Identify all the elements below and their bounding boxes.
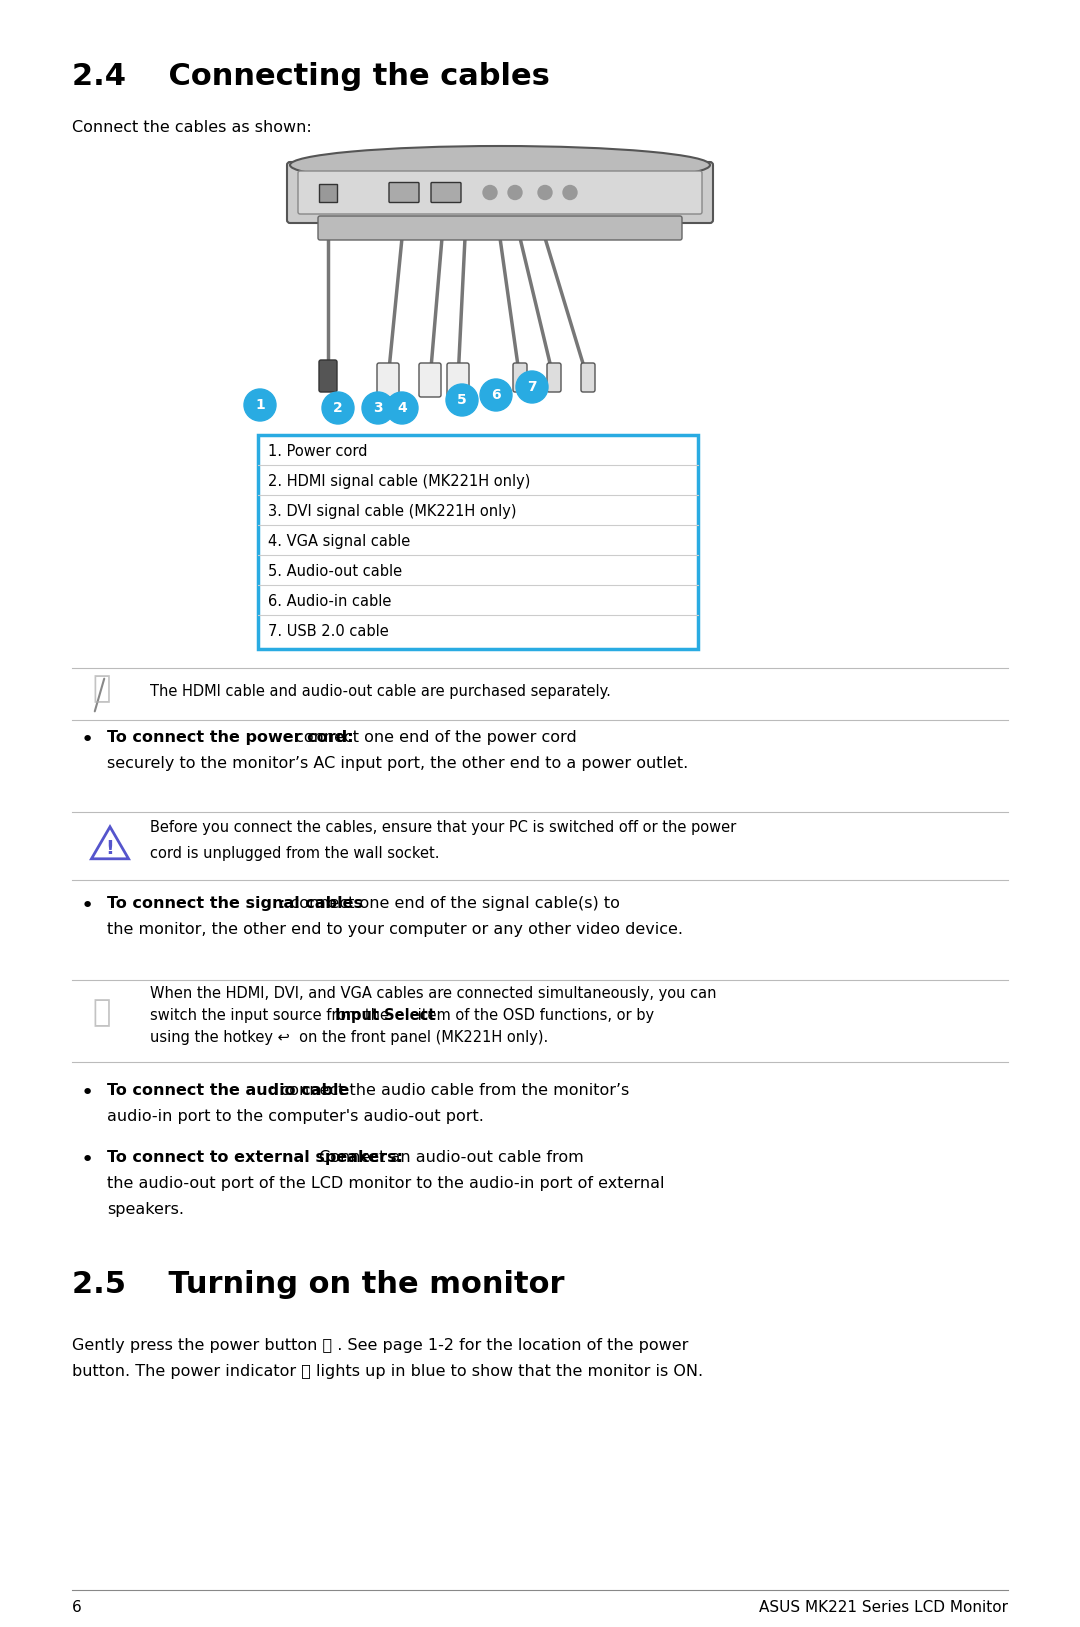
Text: 🖊: 🖊 bbox=[93, 675, 111, 703]
FancyBboxPatch shape bbox=[389, 182, 419, 202]
Text: button. The power indicator ⏻ lights up in blue to show that the monitor is ON.: button. The power indicator ⏻ lights up … bbox=[72, 1363, 703, 1380]
Circle shape bbox=[538, 185, 552, 200]
Circle shape bbox=[244, 389, 276, 421]
Text: To connect to external speakers:: To connect to external speakers: bbox=[107, 1150, 403, 1165]
Text: 1. Power cord: 1. Power cord bbox=[268, 444, 367, 459]
Text: •: • bbox=[80, 731, 94, 750]
Text: : connect one end of the signal cable(s) to: : connect one end of the signal cable(s)… bbox=[280, 896, 620, 911]
Circle shape bbox=[386, 392, 418, 425]
Text: To connect the audio cable: To connect the audio cable bbox=[107, 1084, 349, 1098]
Text: Gently press the power button ⏻ . See page 1-2 for the location of the power: Gently press the power button ⏻ . See pa… bbox=[72, 1337, 688, 1354]
Text: To connect the power cord:: To connect the power cord: bbox=[107, 731, 353, 745]
Text: Before you connect the cables, ensure that your PC is switched off or the power: Before you connect the cables, ensure th… bbox=[150, 820, 737, 835]
Text: the audio-out port of the LCD monitor to the audio-in port of external: the audio-out port of the LCD monitor to… bbox=[107, 1176, 664, 1191]
Text: •: • bbox=[80, 1150, 94, 1170]
FancyBboxPatch shape bbox=[581, 363, 595, 392]
Text: 5. Audio-out cable: 5. Audio-out cable bbox=[268, 565, 402, 579]
Circle shape bbox=[508, 185, 522, 200]
Circle shape bbox=[322, 392, 354, 425]
Text: 2.4    Connecting the cables: 2.4 Connecting the cables bbox=[72, 62, 550, 91]
FancyBboxPatch shape bbox=[447, 363, 469, 397]
Text: 3. DVI signal cable (MK221H only): 3. DVI signal cable (MK221H only) bbox=[268, 504, 516, 519]
Text: 2: 2 bbox=[333, 400, 342, 415]
Text: switch the input source from the: switch the input source from the bbox=[150, 1009, 393, 1023]
FancyBboxPatch shape bbox=[377, 363, 399, 397]
Text: 3: 3 bbox=[374, 400, 382, 415]
Text: 4. VGA signal cable: 4. VGA signal cable bbox=[268, 534, 410, 548]
Text: 6: 6 bbox=[72, 1599, 82, 1616]
Text: item of the OSD functions, or by: item of the OSD functions, or by bbox=[413, 1009, 653, 1023]
Text: 6. Audio-in cable: 6. Audio-in cable bbox=[268, 594, 391, 608]
FancyBboxPatch shape bbox=[419, 363, 441, 397]
Text: 2. HDMI signal cable (MK221H only): 2. HDMI signal cable (MK221H only) bbox=[268, 473, 530, 490]
FancyBboxPatch shape bbox=[287, 163, 713, 223]
Circle shape bbox=[480, 379, 512, 412]
Text: Connect an audio-out cable from: Connect an audio-out cable from bbox=[314, 1150, 584, 1165]
Text: 🖊: 🖊 bbox=[93, 999, 111, 1028]
FancyBboxPatch shape bbox=[318, 216, 681, 241]
FancyBboxPatch shape bbox=[298, 171, 702, 215]
Ellipse shape bbox=[291, 146, 710, 184]
Text: 4: 4 bbox=[397, 400, 407, 415]
Text: 7: 7 bbox=[527, 381, 537, 394]
FancyBboxPatch shape bbox=[546, 363, 561, 392]
Text: using the hotkey ↩  on the front panel (MK221H only).: using the hotkey ↩ on the front panel (M… bbox=[150, 1030, 549, 1045]
Text: Input Select: Input Select bbox=[335, 1009, 435, 1023]
Text: 2.5    Turning on the monitor: 2.5 Turning on the monitor bbox=[72, 1271, 565, 1298]
Text: 7. USB 2.0 cable: 7. USB 2.0 cable bbox=[268, 625, 389, 639]
Text: 1: 1 bbox=[255, 399, 265, 412]
FancyBboxPatch shape bbox=[431, 182, 461, 202]
Text: !: ! bbox=[106, 838, 114, 857]
FancyBboxPatch shape bbox=[258, 434, 698, 649]
Text: securely to the monitor’s AC input port, the other end to a power outlet.: securely to the monitor’s AC input port,… bbox=[107, 757, 688, 771]
Circle shape bbox=[362, 392, 394, 425]
Circle shape bbox=[483, 185, 497, 200]
Text: The HDMI cable and audio-out cable are purchased separately.: The HDMI cable and audio-out cable are p… bbox=[150, 683, 611, 698]
FancyBboxPatch shape bbox=[319, 360, 337, 392]
Text: : connect the audio cable from the monitor’s: : connect the audio cable from the monit… bbox=[270, 1084, 630, 1098]
Text: Connect the cables as shown:: Connect the cables as shown: bbox=[72, 120, 312, 135]
Circle shape bbox=[563, 185, 577, 200]
Circle shape bbox=[446, 384, 478, 417]
FancyBboxPatch shape bbox=[319, 184, 337, 202]
Text: cord is unplugged from the wall socket.: cord is unplugged from the wall socket. bbox=[150, 846, 440, 861]
Text: the monitor, the other end to your computer or any other video device.: the monitor, the other end to your compu… bbox=[107, 923, 683, 937]
Text: •: • bbox=[80, 896, 94, 916]
Text: speakers.: speakers. bbox=[107, 1202, 184, 1217]
Text: 5: 5 bbox=[457, 394, 467, 407]
FancyBboxPatch shape bbox=[513, 363, 527, 392]
Text: When the HDMI, DVI, and VGA cables are connected simultaneously, you can: When the HDMI, DVI, and VGA cables are c… bbox=[150, 986, 716, 1001]
Text: •: • bbox=[80, 1084, 94, 1103]
Text: 6: 6 bbox=[491, 387, 501, 402]
Circle shape bbox=[516, 371, 548, 403]
Text: audio-in port to the computer's audio-out port.: audio-in port to the computer's audio-ou… bbox=[107, 1110, 484, 1124]
Text: To connect the signal cables: To connect the signal cables bbox=[107, 896, 363, 911]
Text: connect one end of the power cord: connect one end of the power cord bbox=[291, 731, 577, 745]
Text: ASUS MK221 Series LCD Monitor: ASUS MK221 Series LCD Monitor bbox=[759, 1599, 1008, 1616]
